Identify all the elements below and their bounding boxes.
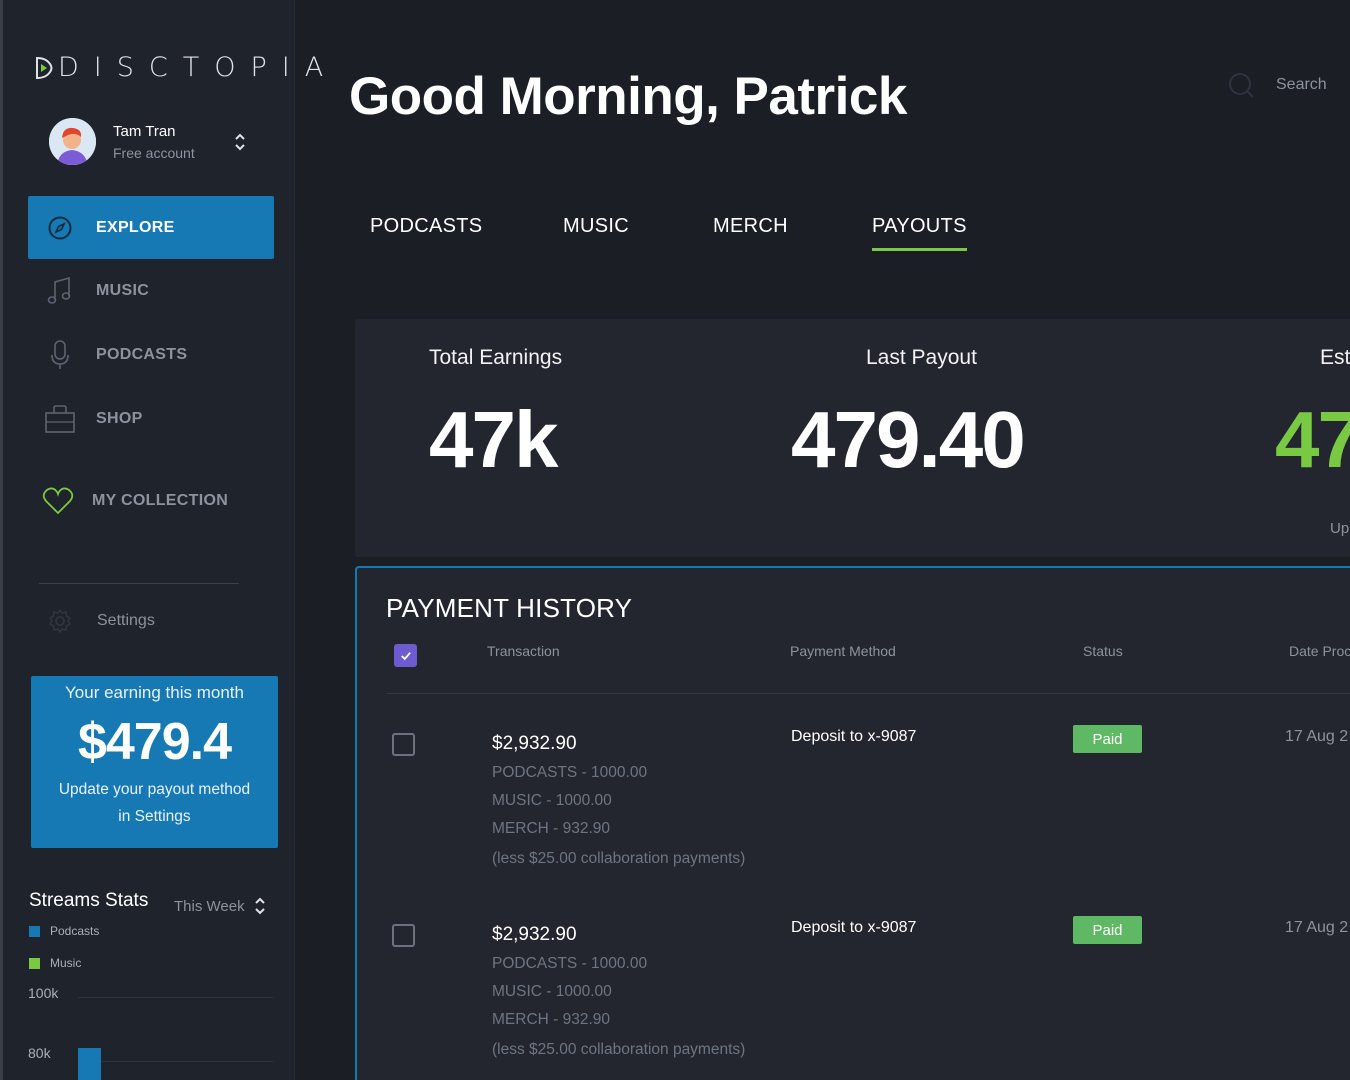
avatar	[49, 118, 96, 165]
play-logo-icon	[36, 56, 53, 79]
date-processed: 17 Aug 2	[1285, 728, 1349, 745]
earning-title: Your earning this month	[65, 683, 244, 702]
streams-range-select[interactable]: This Week	[174, 896, 266, 916]
transaction-amount: $2,932.90	[492, 924, 577, 945]
tab-label: PAYOUTS	[872, 215, 967, 237]
sidebar-item-label: EXPLORE	[96, 218, 175, 236]
status-badge: Paid	[1073, 916, 1142, 944]
row-checkbox[interactable]	[392, 733, 415, 756]
select-all-checkbox[interactable]	[394, 644, 417, 667]
checkmark-icon	[400, 651, 411, 660]
sidebar-item-settings[interactable]: Settings	[47, 608, 155, 634]
last-payout-value: 479.40	[791, 395, 1026, 484]
sidebar-item-my-collection[interactable]: MY COLLECTION	[28, 469, 274, 532]
streams-stats-header: Streams Stats This Week	[29, 890, 279, 915]
sidebar-item-shop[interactable]: SHOP	[28, 387, 274, 450]
last-payout-title: Last Payout	[866, 346, 977, 369]
sidebar: DISCTOPIA Tam Tran Free account EX	[0, 0, 323, 1080]
transaction-line: MERCH - 932.90	[492, 820, 611, 837]
search-label: Search	[1276, 76, 1327, 93]
chevron-up-down-icon[interactable]	[234, 132, 246, 152]
page-title: Good Morning, Patrick	[349, 67, 907, 126]
tab-music[interactable]: MUSIC	[563, 215, 629, 238]
brand-name: DISCTOPIA	[58, 52, 339, 83]
sidebar-item-podcasts[interactable]: PODCASTS	[28, 323, 274, 386]
total-earnings-value: 47k	[429, 395, 558, 484]
transaction-line: (less $25.00 collaboration payments)	[492, 850, 746, 867]
microphone-icon	[51, 339, 69, 369]
settings-label: Settings	[97, 612, 155, 629]
tab-payouts[interactable]: PAYOUTS	[872, 215, 967, 251]
y-tick-label: 80k	[28, 1045, 51, 1061]
transaction-line: MUSIC - 1000.00	[492, 792, 612, 809]
transaction-line: MUSIC - 1000.00	[492, 983, 612, 1000]
earning-card[interactable]: Your earning this month $479.4 Update yo…	[31, 676, 278, 848]
sidebar-item-label: MY COLLECTION	[92, 491, 229, 509]
table-row[interactable]: $2,932.90 PODCASTS - 1000.00 MUSIC - 100…	[357, 718, 1350, 898]
shopping-bag-icon	[45, 404, 75, 433]
streams-range-label: This Week	[174, 897, 245, 915]
legend-label: Podcasts	[50, 924, 100, 938]
column-header-status[interactable]: Status	[1083, 643, 1123, 659]
header-divider	[387, 693, 1350, 694]
transaction-line: PODCASTS - 1000.00	[492, 764, 648, 781]
sidebar-item-label: PODCASTS	[96, 345, 188, 363]
sidebar-divider	[39, 583, 239, 584]
status-badge: Paid	[1073, 725, 1142, 753]
heart-icon	[42, 487, 74, 514]
chart-bar-podcasts[interactable]	[78, 1048, 101, 1080]
profile-plan: Free account	[113, 144, 195, 161]
estimated-subtext: Up	[1330, 520, 1350, 537]
estimated-title: Est	[1320, 346, 1350, 369]
sidebar-item-label: SHOP	[96, 409, 143, 427]
earning-value: $479.4	[77, 713, 232, 771]
earning-note-line2: in Settings	[118, 808, 191, 825]
legend-swatch	[29, 957, 40, 969]
profile-name: Tam Tran	[113, 122, 176, 140]
payment-history-panel: PAYMENT HISTORY Transaction Payment Meth…	[355, 566, 1350, 1080]
total-earnings-title: Total Earnings	[429, 346, 563, 369]
column-header-transaction[interactable]: Transaction	[487, 643, 560, 659]
sidebar-item-music[interactable]: MUSIC	[28, 259, 274, 322]
date-processed: 17 Aug 2	[1285, 919, 1349, 936]
payment-method: Deposit to x-9087	[791, 919, 917, 936]
payment-history-title: PAYMENT HISTORY	[386, 593, 633, 623]
transaction-line: PODCASTS - 1000.00	[492, 955, 648, 972]
search-icon	[1229, 73, 1254, 98]
gridline	[78, 997, 273, 998]
legend-item-music: Music	[29, 956, 81, 970]
legend-item-podcasts: Podcasts	[29, 924, 99, 938]
column-header-date[interactable]: Date Proc	[1289, 643, 1350, 659]
music-note-icon	[47, 276, 71, 304]
row-checkbox[interactable]	[392, 924, 415, 947]
legend-swatch	[29, 925, 40, 937]
tab-podcasts[interactable]: PODCASTS	[370, 215, 482, 238]
tab-label: PODCASTS	[370, 215, 483, 237]
gear-icon	[48, 608, 72, 634]
column-header-payment-method[interactable]: Payment Method	[790, 643, 896, 659]
table-row[interactable]: $2,932.90 PODCASTS - 1000.00 MUSIC - 100…	[357, 909, 1350, 1080]
estimated-value: 47	[1275, 395, 1350, 484]
tab-label: MERCH	[713, 215, 788, 237]
legend-label: Music	[50, 956, 82, 970]
streams-title: Streams Stats	[29, 890, 149, 911]
earnings-summary-card: Total Earnings 47k Last Payout 479.40 Es…	[355, 319, 1350, 557]
sidebar-item-label: MUSIC	[96, 281, 150, 299]
gridline	[78, 1061, 273, 1062]
brand-logo[interactable]: DISCTOPIA	[34, 52, 338, 83]
y-tick-label: 100k	[28, 985, 59, 1001]
payment-method: Deposit to x-9087	[791, 728, 917, 745]
transaction-line: (less $25.00 collaboration payments)	[492, 1041, 746, 1058]
tab-merch[interactable]: MERCH	[713, 215, 788, 238]
earning-note-line1: Update your payout method	[58, 781, 251, 798]
chevron-up-down-icon	[254, 897, 265, 915]
search-button[interactable]: Search	[1228, 72, 1327, 98]
tab-label: MUSIC	[563, 215, 629, 237]
active-tab-indicator	[872, 248, 967, 251]
profile-switcher[interactable]: Tam Tran Free account	[49, 118, 245, 165]
transaction-amount: $2,932.90	[492, 733, 577, 754]
transaction-line: MERCH - 932.90	[492, 1011, 611, 1028]
sidebar-item-explore[interactable]: EXPLORE	[28, 196, 274, 259]
compass-icon	[48, 216, 72, 239]
